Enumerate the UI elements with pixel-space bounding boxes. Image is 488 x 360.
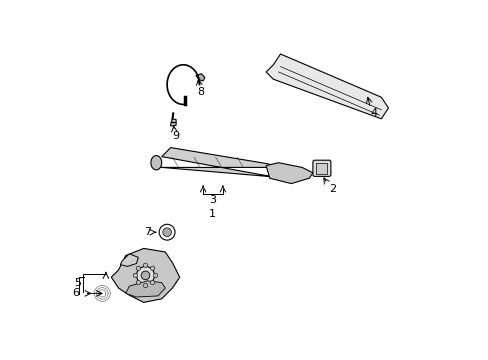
- Text: 8: 8: [197, 87, 203, 97]
- Circle shape: [136, 280, 140, 285]
- Polygon shape: [196, 74, 204, 81]
- Circle shape: [133, 273, 137, 278]
- Text: 4: 4: [370, 108, 377, 118]
- Text: 6: 6: [72, 288, 79, 298]
- Text: 1: 1: [209, 209, 216, 219]
- Circle shape: [143, 283, 147, 288]
- Text: 2: 2: [328, 184, 336, 194]
- Polygon shape: [265, 163, 312, 184]
- Ellipse shape: [151, 156, 162, 170]
- Circle shape: [136, 266, 140, 270]
- Polygon shape: [120, 254, 138, 266]
- Circle shape: [163, 228, 171, 237]
- Circle shape: [141, 271, 149, 280]
- FancyBboxPatch shape: [312, 160, 330, 176]
- Text: 7: 7: [144, 227, 151, 237]
- Circle shape: [150, 266, 155, 270]
- Circle shape: [143, 263, 147, 267]
- Polygon shape: [152, 148, 280, 178]
- Polygon shape: [265, 54, 387, 119]
- Circle shape: [150, 280, 155, 285]
- Bar: [316, 163, 326, 174]
- Circle shape: [159, 224, 175, 240]
- Text: 3: 3: [209, 195, 216, 205]
- Circle shape: [153, 273, 158, 278]
- Text: 5: 5: [75, 278, 81, 288]
- Text: 9: 9: [171, 131, 179, 141]
- Polygon shape: [170, 119, 176, 126]
- Polygon shape: [125, 281, 165, 297]
- Circle shape: [136, 266, 154, 284]
- Polygon shape: [111, 248, 179, 302]
